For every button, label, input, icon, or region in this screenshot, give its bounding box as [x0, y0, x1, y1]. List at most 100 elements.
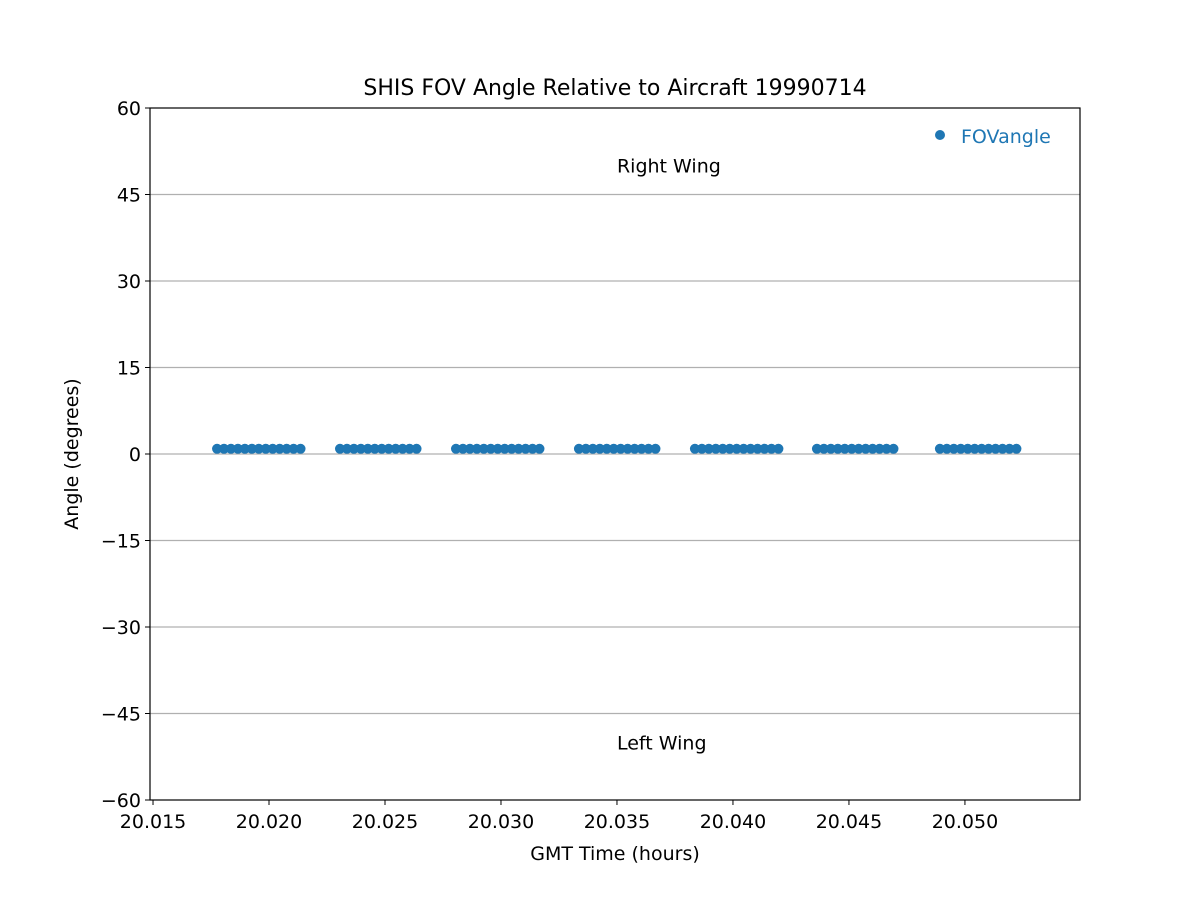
data-point — [983, 443, 994, 454]
x-tick-label: 20.025 — [352, 811, 418, 833]
data-point — [1004, 443, 1015, 454]
data-point — [689, 443, 700, 454]
data-point — [888, 443, 899, 454]
x-tick-label: 20.040 — [700, 811, 766, 833]
data-point — [587, 443, 598, 454]
y-tick-label: −60 — [101, 790, 141, 812]
data-point — [397, 443, 408, 454]
data-point — [348, 443, 359, 454]
data-point — [485, 443, 496, 454]
data-point — [703, 443, 714, 454]
data-point — [811, 443, 822, 454]
y-tick-label: 45 — [117, 185, 141, 207]
x-tick-label: 20.020 — [236, 811, 302, 833]
data-point — [573, 443, 584, 454]
data-point — [219, 443, 230, 454]
data-point — [941, 443, 952, 454]
y-tick-label: −45 — [101, 704, 141, 726]
data-point — [457, 443, 468, 454]
data-point — [492, 443, 503, 454]
data-point — [225, 443, 236, 454]
data-point — [239, 443, 250, 454]
data-point — [369, 443, 380, 454]
data-point — [246, 443, 257, 454]
data-point — [341, 443, 352, 454]
data-point — [710, 443, 721, 454]
data-point — [731, 443, 742, 454]
data-point — [969, 443, 980, 454]
data-point — [615, 443, 626, 454]
data-point — [636, 443, 647, 454]
data-point — [825, 443, 836, 454]
data-point — [948, 443, 959, 454]
data-point — [997, 443, 1008, 454]
x-axis-label: GMT Time (hours) — [530, 843, 700, 865]
data-point — [478, 443, 489, 454]
y-tick-label: −30 — [101, 617, 141, 639]
data-point — [622, 443, 633, 454]
x-tick-label: 20.045 — [816, 811, 882, 833]
x-tick-label: 20.035 — [584, 811, 650, 833]
data-point — [274, 443, 285, 454]
data-point — [212, 443, 223, 454]
data-point — [376, 443, 387, 454]
data-point — [527, 443, 538, 454]
legend-label-fovangle: FOVangle — [961, 126, 1051, 148]
y-tick-label: −15 — [101, 531, 141, 553]
data-point — [832, 443, 843, 454]
data-point — [696, 443, 707, 454]
data-point — [594, 443, 605, 454]
data-point — [534, 443, 545, 454]
data-point — [881, 443, 892, 454]
data-point — [955, 443, 966, 454]
y-tick-label: 30 — [117, 271, 141, 293]
chart-title: SHIS FOV Angle Relative to Aircraft 1999… — [363, 76, 866, 101]
legend-marker — [935, 130, 945, 140]
data-point — [404, 443, 415, 454]
data-point — [499, 443, 510, 454]
data-point — [643, 443, 654, 454]
data-point — [818, 443, 829, 454]
data-point — [471, 443, 482, 454]
data-point — [874, 443, 885, 454]
data-point — [464, 443, 475, 454]
data-point — [520, 443, 531, 454]
x-tick-label: 20.015 — [120, 811, 186, 833]
data-point — [334, 443, 345, 454]
data-point — [860, 443, 871, 454]
data-point — [253, 443, 264, 454]
data-point — [411, 443, 422, 454]
data-point — [260, 443, 271, 454]
data-point — [773, 443, 784, 454]
data-point — [752, 443, 763, 454]
data-point — [853, 443, 864, 454]
data-point — [867, 443, 878, 454]
data-point — [629, 443, 640, 454]
data-point — [281, 443, 292, 454]
data-point — [962, 443, 973, 454]
data-point — [976, 443, 987, 454]
data-point — [232, 443, 243, 454]
data-point — [608, 443, 619, 454]
data-point — [839, 443, 850, 454]
data-point — [738, 443, 749, 454]
x-tick-label: 20.030 — [468, 811, 534, 833]
data-point — [724, 443, 735, 454]
annotation-right-wing: Right Wing — [617, 156, 721, 178]
x-tick-label: 20.050 — [932, 811, 998, 833]
data-point — [846, 443, 857, 454]
data-point — [1011, 443, 1022, 454]
data-point — [580, 443, 591, 454]
y-tick-label: 15 — [117, 358, 141, 380]
data-point — [390, 443, 401, 454]
data-point — [383, 443, 394, 454]
y-axis-label: Angle (degrees) — [61, 378, 83, 529]
data-point — [295, 443, 306, 454]
data-point — [355, 443, 366, 454]
data-point — [450, 443, 461, 454]
data-point — [990, 443, 1001, 454]
data-point — [601, 443, 612, 454]
data-point — [759, 443, 770, 454]
data-point — [267, 443, 278, 454]
